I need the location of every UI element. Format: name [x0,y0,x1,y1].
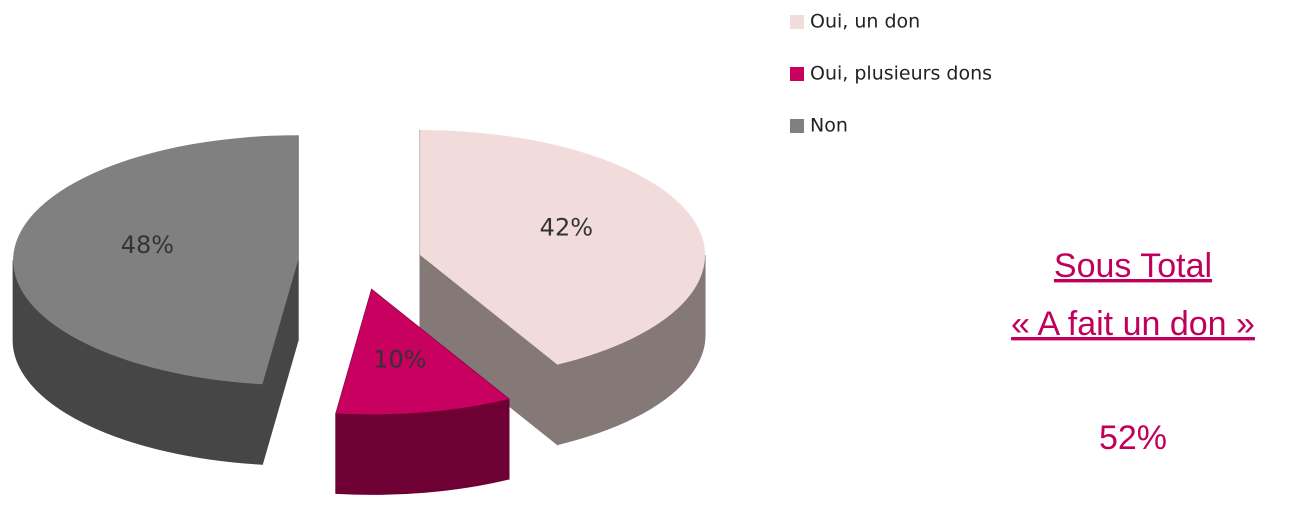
legend-label: Non [810,115,848,137]
slice [420,130,706,365]
legend-swatch [790,15,804,29]
slice [13,135,299,385]
slice [335,289,509,415]
legend-swatch [790,119,804,133]
data-label: 10% [373,345,426,373]
data-label: 48% [121,231,174,259]
annotation-value: 52% [1099,419,1167,457]
legend-label: Oui, plusieurs dons [810,63,992,85]
annotation-line: Sous Total [1054,247,1212,285]
data-label: 42% [540,214,593,242]
legend-swatch [790,67,804,81]
legend-label: Oui, un don [810,11,920,33]
annotation-line: « A fait un don » [1011,305,1255,343]
